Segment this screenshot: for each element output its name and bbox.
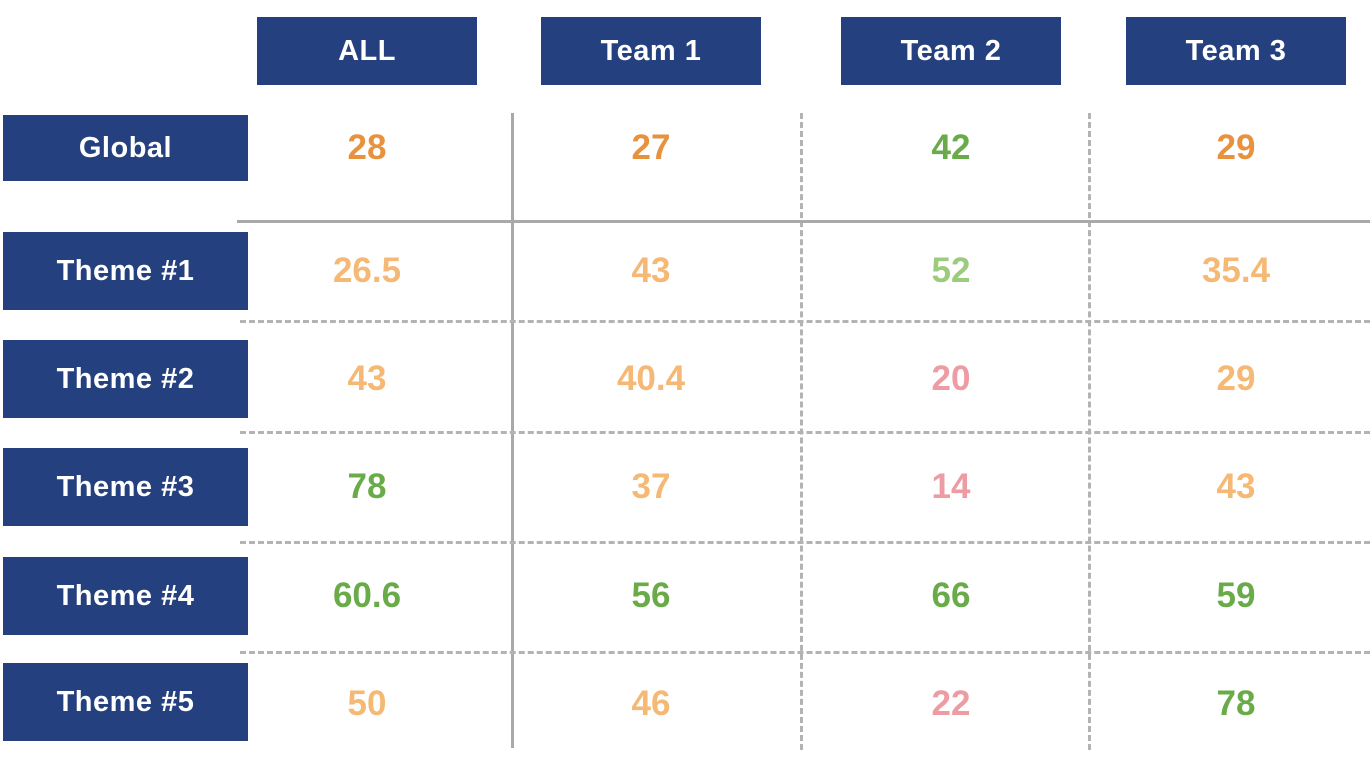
column-header-label: Team 3 xyxy=(1185,34,1287,67)
value-cell: 52 xyxy=(931,251,971,290)
value-cell: 37 xyxy=(631,467,671,506)
value-cell: 20 xyxy=(931,359,971,398)
row-header-theme-5: Theme #5 xyxy=(3,663,248,741)
value-cell: 29 xyxy=(1216,128,1256,167)
value-cell: 27 xyxy=(631,128,671,167)
value-cell: 78 xyxy=(347,467,387,506)
grid-line-vertical-solid xyxy=(511,113,514,748)
column-header-team-3: Team 3 xyxy=(1126,17,1346,85)
grid-line-horizontal-solid xyxy=(237,220,1370,223)
value-cell: 43 xyxy=(347,359,387,398)
row-header-label: Theme #5 xyxy=(56,685,195,718)
value-cell: 29 xyxy=(1216,359,1256,398)
value-cell: 14 xyxy=(931,467,971,506)
row-header-label: Theme #4 xyxy=(56,579,195,612)
value-cell: 66 xyxy=(931,576,971,615)
column-header-label: Team 2 xyxy=(900,34,1002,67)
value-cell: 78 xyxy=(1216,684,1256,723)
value-cell: 59 xyxy=(1216,576,1256,615)
column-header-label: Team 1 xyxy=(600,34,702,67)
row-header-theme-1: Theme #1 xyxy=(3,232,248,310)
value-cell: 42 xyxy=(931,128,971,167)
grid-line-horizontal-dashed xyxy=(240,541,1370,544)
value-cell: 40.4 xyxy=(616,359,686,398)
row-header-theme-2: Theme #2 xyxy=(3,340,248,418)
value-cell: 43 xyxy=(631,251,671,290)
value-cell: 22 xyxy=(931,684,971,723)
grid-line-horizontal-dashed xyxy=(240,320,1370,323)
value-cell: 35.4 xyxy=(1201,251,1271,290)
row-header-label: Theme #2 xyxy=(56,362,195,395)
value-cell: 56 xyxy=(631,576,671,615)
grid-line-horizontal-dashed xyxy=(240,431,1370,434)
grid-line-horizontal-dashed xyxy=(240,651,1370,654)
value-cell: 60.6 xyxy=(332,576,402,615)
value-cell: 50 xyxy=(347,684,387,723)
value-cell: 26.5 xyxy=(332,251,402,290)
column-header-all: ALL xyxy=(257,17,477,85)
value-cell: 43 xyxy=(1216,467,1256,506)
row-header-theme-4: Theme #4 xyxy=(3,557,248,635)
row-header-label: Theme #3 xyxy=(56,470,195,503)
row-header-theme-3: Theme #3 xyxy=(3,448,248,526)
value-cell: 46 xyxy=(631,684,671,723)
row-header-label: Theme #1 xyxy=(56,254,195,287)
row-header-global: Global xyxy=(3,115,248,181)
value-cell: 28 xyxy=(347,128,387,167)
column-header-team-1: Team 1 xyxy=(541,17,761,85)
column-header-team-2: Team 2 xyxy=(841,17,1061,85)
column-header-label: ALL xyxy=(338,34,396,67)
row-header-label: Global xyxy=(78,131,173,164)
